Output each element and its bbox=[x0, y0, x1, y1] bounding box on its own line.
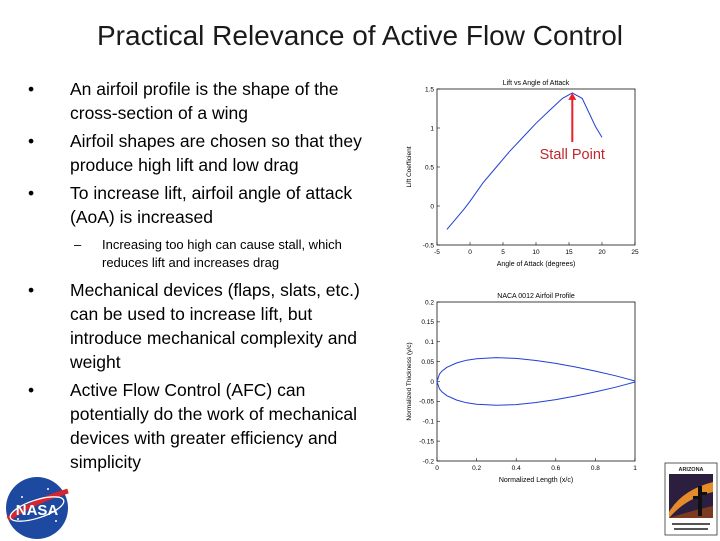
x-tick-label: 0.8 bbox=[591, 465, 600, 472]
bullet-marker: • bbox=[28, 380, 35, 400]
nasa-logo: NASA bbox=[6, 477, 69, 539]
slide-title: Practical Relevance of Active Flow Contr… bbox=[97, 20, 623, 51]
series-line-2 bbox=[436, 381, 636, 406]
x-tick-label: 5 bbox=[501, 249, 505, 256]
x-tick-label: -5 bbox=[434, 249, 440, 256]
y-tick-label: 0.2 bbox=[425, 299, 434, 306]
x-tick-label: 0 bbox=[468, 249, 472, 256]
arizona-wordmark: ARIZONA bbox=[678, 467, 703, 473]
bullet-text: Mechanical devices (flaps, slats, etc.) … bbox=[70, 280, 360, 372]
bullet-text: To increase lift, airfoil angle of attac… bbox=[70, 183, 353, 227]
y-tick-label: -0.5 bbox=[423, 242, 435, 249]
bullet-marker: • bbox=[28, 280, 35, 300]
series-line-1 bbox=[446, 92, 603, 230]
y-tick-label: 0 bbox=[430, 379, 434, 386]
y-tick-label: -0.2 bbox=[423, 458, 435, 465]
chart-title: Lift vs Angle of Attack bbox=[503, 80, 570, 87]
bullet-text: Active Flow Control (AFC) can potentiall… bbox=[70, 380, 357, 472]
x-axis-label: Angle of Attack (degrees) bbox=[497, 261, 576, 268]
x-tick-label: 25 bbox=[631, 249, 639, 256]
y-axis-label: Lift Coefficient bbox=[406, 146, 413, 187]
plot-frame bbox=[436, 301, 636, 462]
series-line-1 bbox=[436, 357, 636, 382]
x-tick-label: 0.4 bbox=[512, 465, 521, 472]
stall-point-label: Stall Point bbox=[540, 147, 605, 163]
y-tick-label: -0.15 bbox=[419, 438, 434, 445]
x-tick-label: 1 bbox=[633, 465, 637, 472]
x-tick-label: 10 bbox=[532, 249, 540, 256]
x-tick-label: 0 bbox=[435, 465, 439, 472]
bullet-marker: • bbox=[28, 131, 35, 151]
y-tick-label: 0.5 bbox=[425, 164, 434, 171]
sub-bullet-marker: – bbox=[74, 237, 82, 252]
x-axis-label: Normalized Length (x/c) bbox=[499, 477, 573, 484]
y-tick-label: -0.05 bbox=[419, 399, 434, 406]
plot-frame bbox=[436, 88, 636, 246]
bullet-marker: • bbox=[28, 79, 35, 99]
y-tick-label: 0 bbox=[430, 203, 434, 210]
sub-bullet-text: Increasing too high can cause stall, whi… bbox=[102, 237, 342, 270]
lift-chart: Lift vs Angle of Attack Angle of Attack (… bbox=[406, 80, 639, 268]
nasa-wordmark: NASA bbox=[16, 502, 59, 519]
x-tick-label: 0.6 bbox=[551, 465, 560, 472]
bullet-text: An airfoil profile is the shape of the c… bbox=[70, 79, 339, 123]
y-tick-label: 1 bbox=[430, 125, 434, 132]
bullet-marker: • bbox=[28, 183, 35, 203]
airfoil-chart: NACA 0012 Airfoil Profile Normalized Leng… bbox=[406, 293, 637, 484]
stall-arrowhead bbox=[568, 92, 577, 100]
y-axis-label: Normalized Thickness (y/c) bbox=[406, 342, 413, 420]
y-tick-label: 0.05 bbox=[421, 359, 434, 366]
chart-title: NACA 0012 Airfoil Profile bbox=[497, 293, 575, 300]
y-tick-label: -0.1 bbox=[423, 419, 435, 426]
arizona-logo: ARIZONA bbox=[664, 462, 718, 536]
bullet-text: Airfoil shapes are chosen so that they p… bbox=[70, 131, 362, 175]
y-tick-label: 0.1 bbox=[425, 339, 434, 346]
x-tick-label: 0.2 bbox=[472, 465, 481, 472]
y-tick-label: 1.5 bbox=[425, 86, 434, 93]
x-tick-label: 15 bbox=[565, 249, 573, 256]
y-tick-label: 0.15 bbox=[421, 319, 434, 326]
x-tick-label: 20 bbox=[598, 249, 606, 256]
